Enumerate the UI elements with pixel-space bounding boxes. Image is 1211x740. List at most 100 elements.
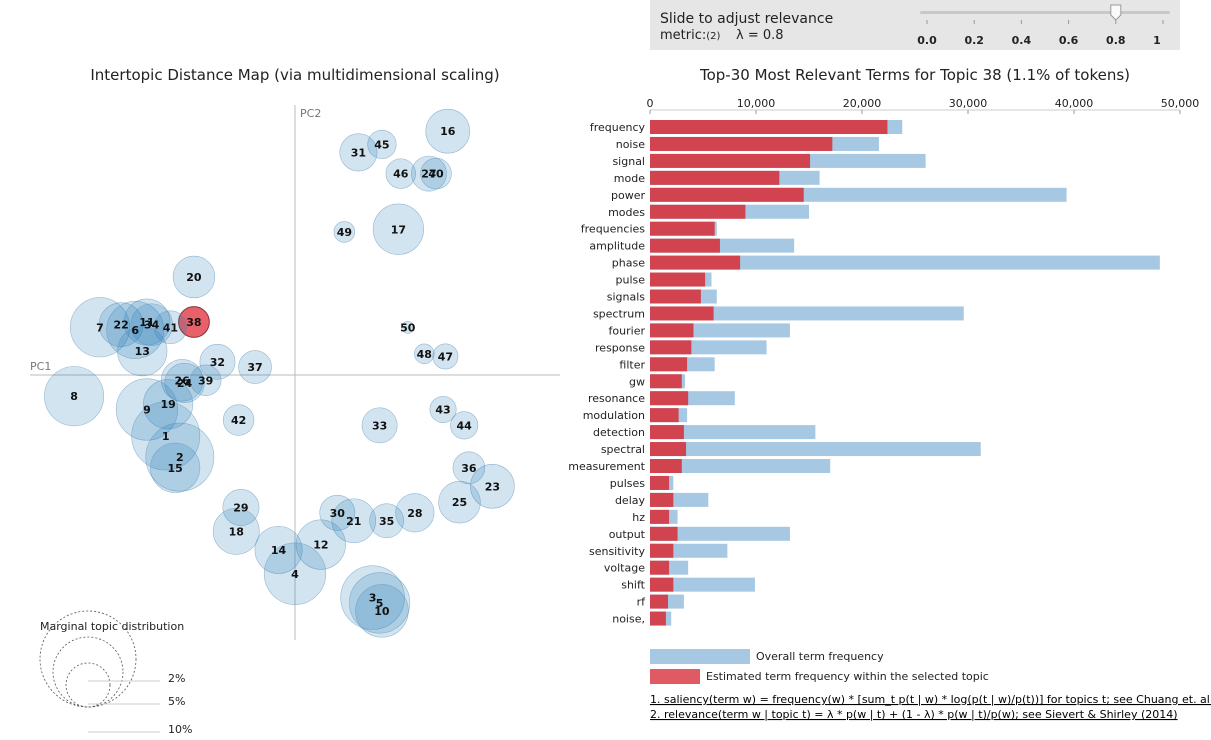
estimated-bar-delay[interactable] — [650, 492, 674, 507]
topic-circle-48[interactable] — [414, 343, 435, 364]
term-label-resonance[interactable]: resonance — [588, 392, 645, 405]
topic-circle-1[interactable] — [131, 401, 201, 471]
relevance-slider[interactable]: 0.0 0.2 0.4 0.6 0.8 1 — [917, 4, 1170, 47]
topic-circle-4[interactable] — [263, 542, 327, 605]
topic-circle-6[interactable] — [106, 301, 165, 359]
estimated-bar-signals[interactable] — [650, 289, 701, 304]
topic-circle-8[interactable] — [44, 366, 105, 427]
topic-circle-33[interactable] — [361, 407, 398, 444]
estimated-bar-measurement[interactable] — [650, 459, 682, 473]
estimated-bar-signal[interactable] — [650, 153, 811, 168]
term-label-gw[interactable]: gw — [629, 375, 645, 388]
overall-bar-detection[interactable] — [650, 425, 816, 440]
term-label-spectral[interactable]: spectral — [601, 443, 645, 456]
topic-circle-19[interactable] — [143, 379, 194, 430]
topic-circle-41[interactable] — [153, 310, 188, 345]
estimated-bar-modulation[interactable] — [650, 408, 679, 423]
term-label-modulation[interactable]: modulation — [583, 409, 645, 422]
relevance-note-link[interactable]: 2. relevance(term w | topic t) = λ * p(w… — [650, 708, 1178, 721]
topic-circle-44[interactable] — [450, 411, 479, 440]
term-label-frequency[interactable]: frequency — [590, 121, 646, 134]
term-label-shift[interactable]: shift — [621, 579, 645, 592]
topic-circle-25[interactable] — [438, 481, 481, 524]
topic-circle-7[interactable] — [69, 297, 130, 358]
topic-circle-43[interactable] — [429, 395, 457, 423]
estimated-bar-resonance[interactable] — [650, 391, 689, 406]
estimated-bar-amplitude[interactable] — [650, 238, 720, 253]
term-label-mode[interactable]: mode — [614, 172, 645, 185]
topic-circle-47[interactable] — [432, 343, 459, 370]
topic-circle-50[interactable] — [401, 320, 415, 334]
estimated-bar-mode[interactable] — [650, 170, 780, 185]
estimated-bar-pulse[interactable] — [650, 272, 706, 287]
estimated-bar-phase[interactable] — [650, 255, 741, 270]
topic-circle-21[interactable] — [331, 498, 377, 544]
term-label-measurement[interactable]: measurement — [568, 460, 645, 473]
term-label-rf[interactable]: rf — [637, 596, 647, 609]
term-label-noise,[interactable]: noise, — [612, 613, 645, 626]
estimated-bar-modes[interactable] — [650, 204, 746, 219]
estimated-bar-fourier[interactable] — [650, 323, 694, 338]
term-label-output[interactable]: output — [609, 528, 646, 541]
topic-circle-18[interactable] — [212, 507, 260, 555]
term-label-amplitude[interactable]: amplitude — [589, 240, 645, 253]
estimated-bar-pulses[interactable] — [650, 475, 670, 490]
term-label-phase[interactable]: phase — [612, 257, 645, 270]
term-label-response[interactable]: response — [595, 341, 645, 354]
term-label-spectrum[interactable]: spectrum — [593, 307, 645, 320]
term-label-frequencies[interactable]: frequencies — [581, 223, 645, 236]
saliency-note-link[interactable]: 1. saliency(term w) = frequency(w) * [su… — [650, 693, 1211, 706]
estimated-bar-filter[interactable] — [650, 357, 688, 372]
topic-circle-34[interactable] — [130, 303, 173, 346]
overall-bar-measurement[interactable] — [650, 459, 831, 473]
slider-track[interactable] — [920, 11, 1170, 14]
term-label-modes[interactable]: modes — [608, 206, 645, 219]
topic-circle-20[interactable] — [172, 255, 216, 299]
estimated-bar-power[interactable] — [650, 187, 804, 202]
topic-circle-30[interactable] — [319, 494, 356, 531]
term-label-pulses[interactable]: pulses — [610, 477, 646, 490]
topic-circle-16[interactable] — [425, 108, 471, 154]
overall-bar-shift[interactable] — [650, 577, 755, 592]
topic-circle-35[interactable] — [369, 503, 405, 539]
slider-handle[interactable] — [1110, 4, 1122, 21]
topic-circle-28[interactable] — [395, 493, 435, 533]
topic-circle-9[interactable] — [115, 378, 179, 441]
term-label-delay[interactable]: delay — [615, 494, 646, 507]
topic-circle-17[interactable] — [372, 203, 425, 255]
topic-circle-32[interactable] — [199, 343, 236, 380]
topic-circle-10[interactable] — [355, 584, 409, 638]
term-label-voltage[interactable]: voltage — [604, 562, 645, 575]
topic-circle-49[interactable] — [333, 221, 356, 243]
topic-circle-46[interactable] — [385, 158, 416, 189]
term-label-pulse[interactable]: pulse — [615, 274, 645, 287]
topic-circle-38[interactable] — [178, 306, 210, 338]
estimated-bar-detection[interactable] — [650, 425, 684, 440]
overall-bar-phase[interactable] — [650, 255, 1160, 270]
topic-circle-27[interactable] — [411, 155, 447, 192]
estimated-bar-shift[interactable] — [650, 577, 674, 592]
estimated-bar-frequency[interactable] — [650, 120, 888, 134]
term-label-noise[interactable]: noise — [616, 138, 645, 151]
topic-circle-2[interactable] — [145, 422, 215, 492]
topic-circle-3[interactable] — [340, 565, 405, 630]
topic-circle-31[interactable] — [339, 133, 378, 172]
topic-circle-40[interactable] — [420, 157, 452, 190]
term-label-signal[interactable]: signal — [612, 155, 645, 168]
topic-circle-22[interactable] — [98, 302, 144, 347]
estimated-bar-spectrum[interactable] — [650, 306, 714, 321]
estimated-bar-noise[interactable] — [650, 136, 833, 151]
topic-circle-24[interactable] — [164, 362, 205, 404]
estimated-bar-sensitivity[interactable] — [650, 543, 674, 558]
term-label-filter[interactable]: filter — [619, 358, 645, 371]
estimated-bar-noise,[interactable] — [650, 611, 666, 626]
topic-circle-39[interactable] — [190, 364, 222, 396]
topic-circle-42[interactable] — [222, 404, 255, 436]
term-label-hz[interactable]: hz — [632, 511, 645, 524]
estimated-bar-gw[interactable] — [650, 374, 682, 389]
term-label-fourier[interactable]: fourier — [609, 324, 646, 337]
term-label-sensitivity[interactable]: sensitivity — [589, 545, 646, 558]
estimated-bar-response[interactable] — [650, 340, 692, 355]
term-label-detection[interactable]: detection — [593, 426, 645, 439]
estimated-bar-hz[interactable] — [650, 509, 670, 524]
